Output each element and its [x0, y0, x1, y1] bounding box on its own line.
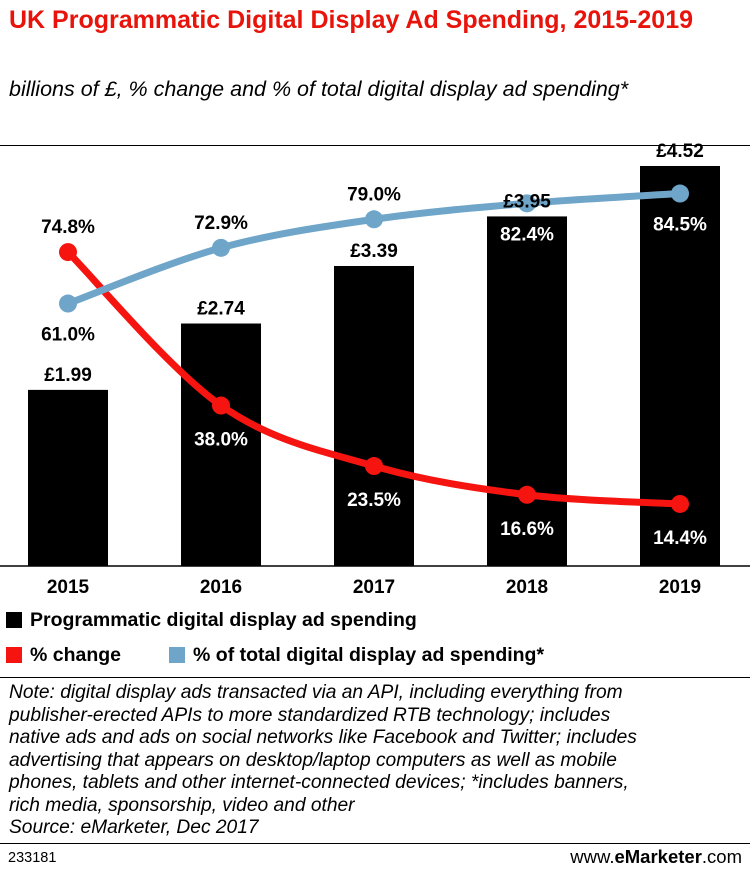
bar-value-label: £2.74 [197, 299, 245, 320]
source-line: Source: eMarketer, Dec 2017 [9, 817, 259, 838]
site-suffix: .com [701, 846, 742, 867]
site-prefix: www. [570, 846, 615, 867]
change-value-label: 38.0% [194, 430, 248, 451]
change-point [212, 396, 230, 415]
bar-value-label: £4.52 [656, 141, 704, 162]
legend-item-spending: Programmatic digital display ad spending [6, 609, 417, 632]
share-value-label: 84.5% [653, 215, 707, 236]
footer-divider [0, 843, 750, 844]
share-point [59, 294, 77, 313]
emarketer-link[interactable]: www.eMarketer.com [570, 846, 742, 868]
change-value-label: 16.6% [500, 519, 554, 540]
note-line: native ads and ads on social networks li… [9, 727, 637, 748]
x-tick-label: 2015 [47, 577, 90, 598]
lines-layer [59, 184, 689, 513]
x-tick-label: 2018 [506, 577, 548, 598]
share-point [212, 238, 230, 257]
legend-swatch-change [6, 647, 22, 663]
note-line: Note: digital display ads transacted via… [9, 682, 623, 703]
change-point [518, 485, 536, 504]
bar-value-label: £3.95 [503, 191, 551, 212]
chart-area: £1.99 £2.74 £3.39 £3.95 £4.52 74.8% 38.0% 23.5%… [0, 141, 750, 598]
legend-row-2: % change % of total digital display ad s… [6, 644, 544, 666]
share-point [671, 184, 689, 203]
bar [487, 216, 567, 567]
note-line: phones, tablets and other internet-conne… [9, 772, 629, 793]
note-line: advertising that appears on desktop/lapt… [9, 749, 617, 771]
change-value-label: 14.4% [653, 528, 707, 549]
legend-label-spending: Programmatic digital display ad spending [30, 608, 417, 631]
x-tick-label: 2017 [353, 577, 395, 598]
note-divider [0, 677, 750, 678]
bar-value-label: £3.39 [350, 241, 398, 262]
share-value-label: 79.0% [347, 184, 401, 205]
legend-item-share: % of total digital display ad spending* [169, 644, 544, 667]
chart-subtitle: billions of £, % change and % of total d… [9, 77, 629, 101]
bar-value-label: £1.99 [44, 365, 92, 386]
legend-swatch-spending [6, 612, 22, 628]
note-line: publisher-erected APIs to more standardi… [9, 704, 611, 726]
share-point [365, 210, 383, 229]
chart-note: Note: digital display ads transacted via… [9, 682, 744, 840]
share-value-label: 72.9% [194, 213, 248, 234]
x-axis-ticks: 2015 2016 2017 2018 2019 [47, 577, 701, 598]
change-point [59, 243, 77, 262]
bar [334, 265, 414, 566]
change-point [671, 494, 689, 513]
bar [28, 389, 108, 566]
site-brand: eMarketer [614, 846, 702, 867]
change-point [365, 457, 383, 476]
legend-item-change: % change [6, 644, 121, 667]
change-value-label: 74.8% [41, 217, 95, 238]
chart-id: 233181 [8, 850, 57, 866]
share-value-label: 82.4% [500, 224, 554, 245]
note-line: rich media, sponsorship, video and other [9, 794, 355, 816]
legend-label-change: % change [30, 643, 122, 666]
x-tick-label: 2016 [200, 577, 242, 598]
top-divider [0, 145, 750, 146]
labels-layer: £1.99 £2.74 £3.39 £3.95 £4.52 74.8% 38.0% 23.5%… [41, 141, 707, 549]
chart-title: UK Programmatic Digital Display Ad Spend… [9, 6, 693, 34]
bars-layer [28, 165, 720, 567]
legend-swatch-share [169, 647, 186, 663]
bar [181, 323, 261, 566]
share-value-label: 61.0% [41, 325, 95, 346]
legend-row-1: Programmatic digital display ad spending [6, 609, 417, 631]
x-tick-label: 2019 [659, 577, 701, 598]
change-value-label: 23.5% [347, 490, 401, 511]
share-point [518, 194, 536, 213]
legend-label-share: % of total digital display ad spending* [193, 643, 545, 666]
